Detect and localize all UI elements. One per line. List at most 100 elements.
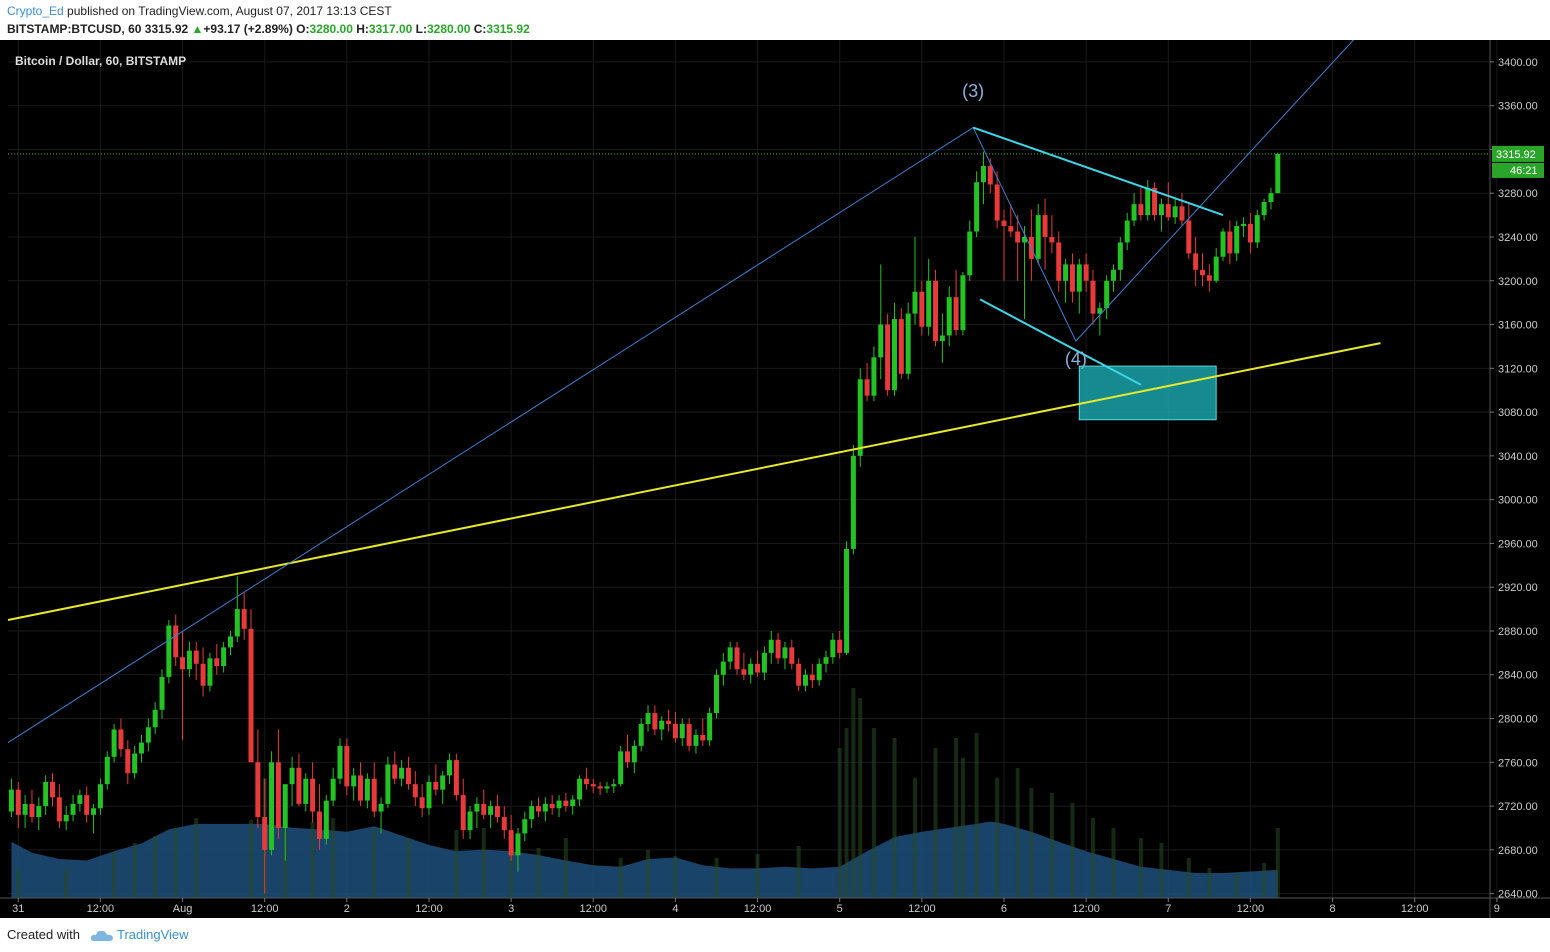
candle-body	[1193, 253, 1199, 270]
candle-body	[727, 647, 733, 662]
candle-body	[919, 291, 925, 327]
candle-body	[138, 742, 144, 754]
candle-body	[659, 720, 665, 730]
price-chart[interactable]: (3) (4) 2640.00 2680.00 2720.00 2760.00 2800.…	[0, 40, 1550, 918]
candle-body	[351, 775, 357, 787]
time-tick-label: 31	[12, 903, 24, 915]
volume-bar	[1138, 838, 1143, 898]
candle-body	[193, 650, 199, 664]
candle-body	[323, 800, 329, 839]
candle-body	[330, 778, 336, 801]
candle-body	[296, 767, 302, 804]
candle-body	[960, 275, 966, 331]
candle-body	[1206, 275, 1212, 281]
volume-bar	[837, 748, 842, 898]
volume-bar	[1275, 828, 1280, 898]
volume-bar	[509, 843, 514, 898]
candle-body	[741, 669, 747, 675]
target-zone-box	[1078, 365, 1217, 421]
volume-bar	[1159, 843, 1164, 898]
candle-body	[159, 676, 165, 710]
price-axis[interactable]: 2640.00 2680.00 2720.00 2760.00 2800.00 2840.…	[1489, 40, 1544, 918]
candle-body	[8, 789, 14, 812]
price-tick-label: 3040.00	[1498, 451, 1538, 463]
price-tick-label: 3120.00	[1498, 363, 1538, 375]
volume-bar	[892, 738, 897, 898]
candle-body	[111, 729, 117, 757]
volume-bar	[481, 828, 486, 898]
candle-body	[542, 803, 548, 812]
footer: Created with TradingView	[7, 927, 189, 943]
volume-bar	[249, 820, 254, 898]
candle-body	[713, 674, 719, 714]
wave-label: (4)	[1065, 349, 1087, 369]
volume-bar	[563, 838, 568, 898]
price-tick-label: 3280.00	[1498, 188, 1538, 200]
candle-body	[1131, 204, 1137, 221]
candle-body	[494, 806, 500, 818]
candle-body	[522, 819, 528, 834]
candle-body	[1227, 231, 1233, 254]
current-price-label: 3315.92	[1496, 149, 1536, 161]
candle-body	[70, 803, 76, 815]
price-tick-label: 2680.00	[1498, 845, 1538, 857]
candle-body	[672, 723, 678, 739]
tradingview-brand[interactable]: TradingView	[117, 927, 189, 942]
candle-body	[1015, 231, 1021, 243]
candle-body	[1056, 242, 1062, 281]
volume-bar	[16, 868, 21, 898]
price-tick-label: 2960.00	[1498, 538, 1538, 550]
time-tick-label: 12:00	[1072, 903, 1100, 915]
time-axis[interactable]: 31 12:00 Aug 12:00 2 12:00 3 12:00 4 12:00 5 12:00 6…	[0, 897, 1550, 915]
publish-line: Crypto_Ed published on TradingView.com, …	[7, 4, 392, 18]
candle-body	[515, 833, 521, 856]
candle-body	[49, 781, 55, 798]
candle-body	[583, 778, 589, 785]
candle-body	[392, 764, 398, 779]
candle-body	[638, 723, 644, 746]
volume-bar	[372, 828, 377, 898]
volume-bar	[1029, 788, 1034, 898]
candle-body	[344, 745, 350, 787]
symbol: BITSTAMP:BTCUSD, 60	[7, 22, 142, 36]
volume-bar	[933, 748, 938, 898]
candle-body	[1035, 215, 1041, 259]
candle-body	[460, 795, 466, 831]
close-value: 3315.92	[486, 22, 530, 36]
candle-body	[1008, 226, 1014, 232]
candle-body	[529, 806, 535, 820]
candle-body	[15, 789, 21, 815]
candle-body	[885, 324, 891, 391]
candle-body	[1069, 264, 1075, 292]
candle-body	[36, 806, 42, 818]
candle-body	[371, 778, 377, 812]
volume-bar	[714, 858, 719, 898]
candle-body	[173, 625, 179, 658]
volume-bar	[112, 853, 117, 898]
candle-body	[166, 625, 172, 677]
volume-bar	[1262, 863, 1267, 898]
candle-body	[1022, 236, 1028, 243]
time-tick-label: 12:00	[744, 903, 772, 915]
candle-body	[1234, 226, 1240, 254]
last-price: 3315.92	[144, 22, 189, 36]
time-tick-label: 12:00	[87, 903, 115, 915]
candle-body	[337, 745, 343, 779]
candle-body	[433, 781, 439, 790]
volume-bar	[1207, 868, 1212, 898]
volume-bar	[618, 858, 623, 898]
candle-body	[898, 319, 904, 374]
candle-body	[782, 647, 788, 659]
price-tick-label: 3360.00	[1498, 101, 1538, 113]
tradingview-cloud-icon	[90, 930, 113, 941]
candle-body	[1049, 236, 1055, 243]
time-tick-label: 12:00	[1237, 903, 1265, 915]
grid	[8, 40, 1498, 898]
volume-bar	[173, 828, 178, 898]
candle-body	[310, 778, 316, 812]
author-link[interactable]: Crypto_Ed	[7, 4, 64, 18]
candle-body	[29, 803, 35, 818]
price-tick-label: 3080.00	[1498, 407, 1538, 419]
time-tick-label: 12:00	[908, 903, 936, 915]
candle-body	[358, 775, 364, 801]
